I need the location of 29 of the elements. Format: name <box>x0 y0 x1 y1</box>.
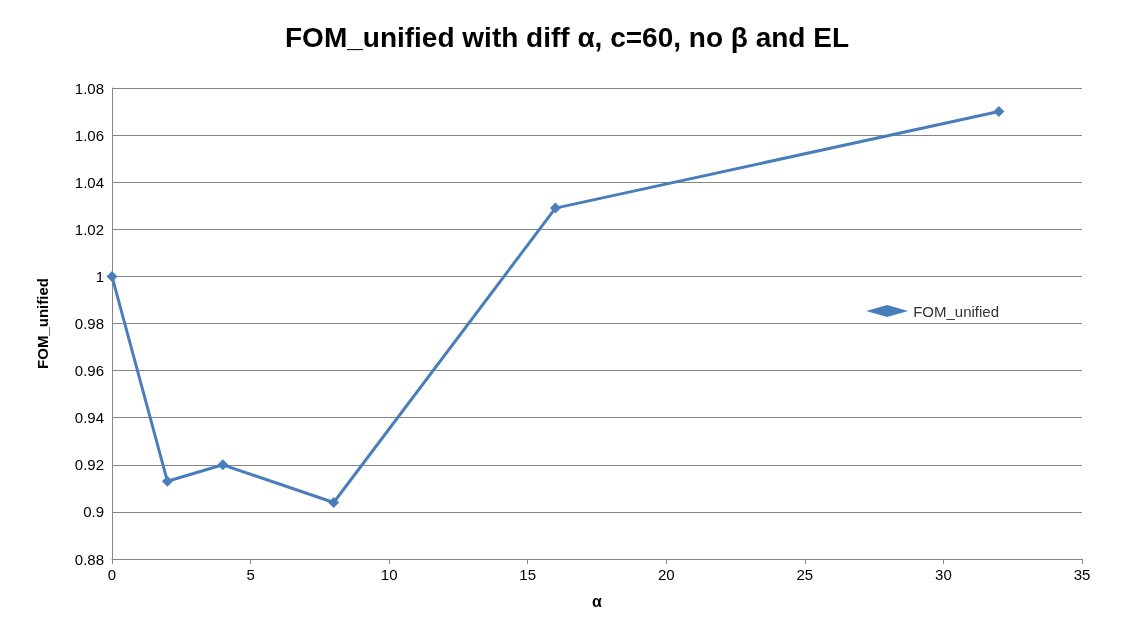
point <box>217 459 229 471</box>
legend-label: FOM_unified <box>913 302 1000 320</box>
y-tick-label: 0.88 <box>74 550 104 568</box>
x-tick-label: 30 <box>935 566 952 583</box>
point <box>106 270 118 282</box>
x-tick-label: 0 <box>107 566 117 583</box>
y-tick-label: 0.96 <box>74 362 104 380</box>
x-tick-label: 20 <box>657 566 675 583</box>
y-tick-label: 1.02 <box>74 220 104 238</box>
y-tick-label: 1.06 <box>74 126 104 144</box>
point <box>328 496 340 508</box>
y-tick-label: 0.94 <box>74 409 104 427</box>
x-tick-label: 35 <box>1073 566 1091 583</box>
y-tick-label: 0.9 <box>83 503 104 521</box>
y-tick-label: 1 <box>95 267 104 285</box>
x-tick-label: 10 <box>380 566 398 583</box>
x-tick-label: 15 <box>519 566 537 583</box>
y-tick-label: 0.92 <box>74 456 104 474</box>
point <box>161 475 173 487</box>
y-tick-label: 1.08 <box>74 79 104 97</box>
y-tick-label: 1.04 <box>74 173 104 191</box>
point <box>993 106 1005 118</box>
point <box>549 202 561 214</box>
x-axis-title: α <box>592 592 603 610</box>
x-tick-label: 25 <box>796 566 814 583</box>
chart-title: FOM_unified with diff α, c=60, no β and EL <box>285 21 849 53</box>
y-axis-title: FOM_unified <box>34 278 51 369</box>
y-tick-label: 0.98 <box>74 315 104 332</box>
x-tick-label: 5 <box>246 566 255 583</box>
